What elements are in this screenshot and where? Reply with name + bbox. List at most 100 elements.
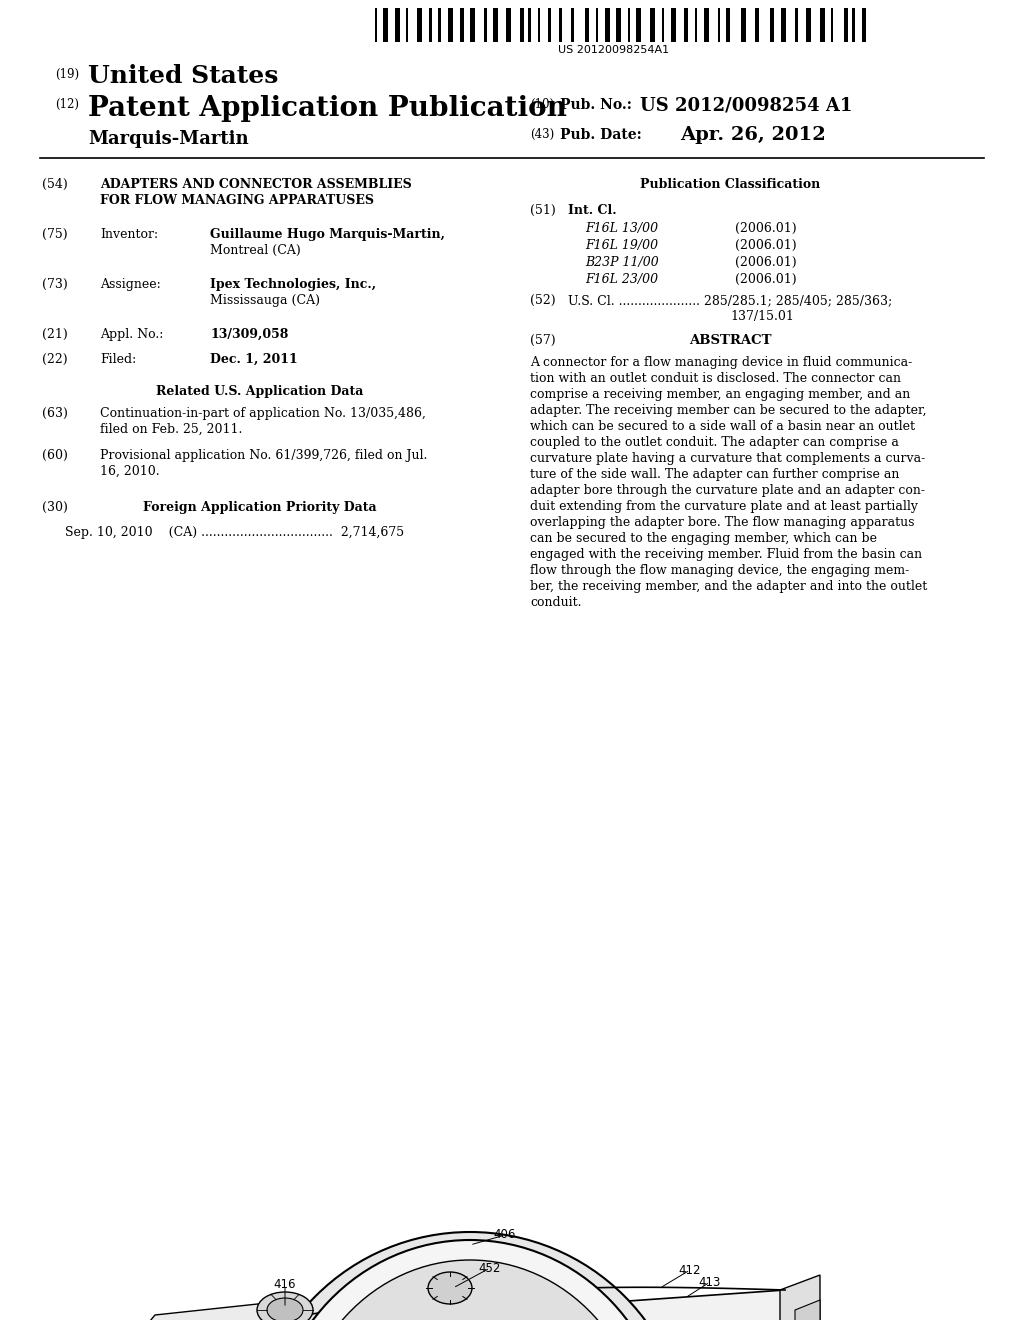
Text: (43): (43) [530,128,554,141]
Text: duit extending from the curvature plate and at least partially: duit extending from the curvature plate … [530,500,918,513]
Text: coupled to the outlet conduit. The adapter can comprise a: coupled to the outlet conduit. The adapt… [530,436,899,449]
Text: (12): (12) [55,98,79,111]
Bar [844,8,848,42]
Text: (2006.01): (2006.01) [735,222,797,235]
Text: Guillaume Hugo Marquis-Martin,: Guillaume Hugo Marquis-Martin, [210,228,445,242]
Text: US 20120098254A1: US 20120098254A1 [558,45,670,55]
Text: (10): (10) [530,98,554,111]
Text: which can be secured to a side wall of a basin near an outlet: which can be secured to a side wall of a… [530,420,915,433]
Text: Inventor:: Inventor: [100,228,158,242]
Text: (2006.01): (2006.01) [735,239,797,252]
Text: 16, 2010.: 16, 2010. [100,465,160,478]
Text: comprise a receiving member, an engaging member, and an: comprise a receiving member, an engaging… [530,388,910,401]
Bar [726,8,730,42]
Text: ber, the receiving member, and the adapter and into the outlet: ber, the receiving member, and the adapt… [530,579,928,593]
Bar [548,8,551,42]
Bar [571,8,574,42]
Bar [616,8,621,42]
Text: 413: 413 [698,1275,721,1288]
Bar [417,8,422,42]
Text: curvature plate having a curvature that complements a curva-: curvature plate having a curvature that … [530,451,926,465]
Bar [628,8,630,42]
Bar [470,8,475,42]
Text: Pub. No.:: Pub. No.: [560,98,632,112]
Text: 406: 406 [494,1229,516,1242]
Text: ADAPTERS AND CONNECTOR ASSEMBLIES: ADAPTERS AND CONNECTOR ASSEMBLIES [100,178,412,191]
Text: Provisional application No. 61/399,726, filed on Jul.: Provisional application No. 61/399,726, … [100,449,427,462]
Bar [820,8,825,42]
Text: FOR FLOW MANAGING APPARATUSES: FOR FLOW MANAGING APPARATUSES [100,194,374,207]
Text: A connector for a flow managing device in fluid communica-: A connector for a flow managing device i… [530,356,912,370]
Bar [484,8,487,42]
Text: ture of the side wall. The adapter can further comprise an: ture of the side wall. The adapter can f… [530,469,899,480]
Text: Apr. 26, 2012: Apr. 26, 2012 [680,125,825,144]
Text: flow through the flow managing device, the engaging mem-: flow through the flow managing device, t… [530,564,909,577]
Text: (54): (54) [42,178,68,191]
Bar [781,8,786,42]
Text: Montreal (CA): Montreal (CA) [210,244,301,257]
Bar [375,8,377,42]
Text: can be secured to the engaging member, which can be: can be secured to the engaging member, w… [530,532,877,545]
Text: Continuation-in-part of application No. 13/035,486,: Continuation-in-part of application No. … [100,407,426,420]
Text: Int. Cl.: Int. Cl. [568,205,616,216]
Ellipse shape [428,1272,472,1304]
Text: Publication Classification: Publication Classification [640,178,820,191]
Text: (19): (19) [55,69,79,81]
Ellipse shape [295,1261,645,1320]
Bar [695,8,697,42]
Polygon shape [780,1275,820,1320]
Text: Ipex Technologies, Inc.,: Ipex Technologies, Inc., [210,279,376,290]
Text: (73): (73) [42,279,68,290]
Bar [528,8,531,42]
Bar [741,8,746,42]
Text: United States: United States [88,63,279,88]
Bar [406,8,408,42]
Text: (22): (22) [42,352,68,366]
Bar [862,8,866,42]
Bar [429,8,432,42]
Text: adapter bore through the curvature plate and an adapter con-: adapter bore through the curvature plate… [530,484,925,498]
Text: Appl. No.:: Appl. No.: [100,327,164,341]
Bar [605,8,610,42]
Text: adapter. The receiving member can be secured to the adapter,: adapter. The receiving member can be sec… [530,404,927,417]
Polygon shape [795,1300,820,1320]
Polygon shape [215,1290,785,1320]
Text: F16L 19/00: F16L 19/00 [585,239,658,252]
Ellipse shape [252,1232,688,1320]
Polygon shape [130,1300,295,1320]
Bar [460,8,464,42]
Text: Mississauga (CA): Mississauga (CA) [210,294,319,308]
Polygon shape [270,1300,295,1320]
Text: F16L 13/00: F16L 13/00 [585,222,658,235]
Ellipse shape [270,1239,670,1320]
Bar [852,8,855,42]
Bar [755,8,759,42]
Text: US 2012/0098254 A1: US 2012/0098254 A1 [640,96,852,114]
Text: (30): (30) [42,502,68,513]
Bar [559,8,562,42]
Text: Foreign Application Priority Data: Foreign Application Priority Data [143,502,377,513]
Text: (2006.01): (2006.01) [735,273,797,286]
Bar [806,8,811,42]
Text: 13/309,058: 13/309,058 [210,327,289,341]
Text: overlapping the adapter bore. The flow managing apparatus: overlapping the adapter bore. The flow m… [530,516,914,529]
Text: Patent Application Publication: Patent Application Publication [88,95,567,121]
Bar [650,8,655,42]
Bar [449,8,453,42]
Text: 416: 416 [273,1279,296,1291]
Text: Marquis-Martin: Marquis-Martin [88,129,249,148]
Ellipse shape [257,1292,313,1320]
Text: ABSTRACT: ABSTRACT [689,334,771,347]
Text: (52): (52) [530,294,556,308]
Text: 452: 452 [479,1262,501,1275]
Text: (60): (60) [42,449,68,462]
Bar [662,8,664,42]
Text: Sep. 10, 2010    (CA) ..................................  2,714,675: Sep. 10, 2010 (CA) .....................… [65,525,404,539]
Text: engaged with the receiving member. Fluid from the basin can: engaged with the receiving member. Fluid… [530,548,923,561]
Text: (21): (21) [42,327,68,341]
Text: (51): (51) [530,205,556,216]
Bar [636,8,641,42]
Bar [770,8,774,42]
Text: filed on Feb. 25, 2011.: filed on Feb. 25, 2011. [100,422,243,436]
Bar [538,8,540,42]
